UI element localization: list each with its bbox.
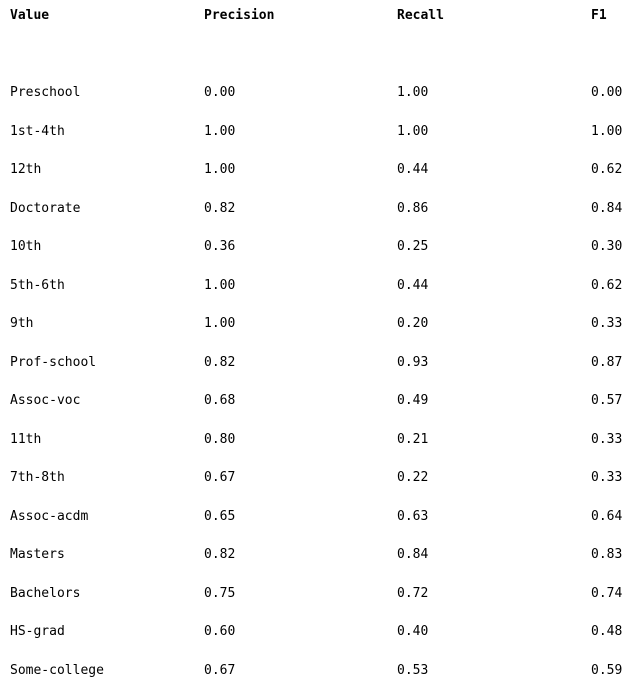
cell-f1: 0.84 xyxy=(591,201,623,216)
cell-precision: 1.00 xyxy=(204,162,236,177)
cell-value: 9th xyxy=(10,316,34,331)
cell-value: Preschool xyxy=(10,85,81,100)
table-row: 10th 0.36 0.25 0.30 xyxy=(0,237,634,257)
cell-recall: 0.44 xyxy=(397,278,429,293)
cell-f1: 0.33 xyxy=(591,470,623,485)
cell-f1: 0.48 xyxy=(591,624,623,639)
cell-precision: 0.00 xyxy=(204,85,236,100)
cell-value: Assoc-acdm xyxy=(10,509,89,524)
cell-recall: 0.93 xyxy=(397,355,429,370)
column-header-value: Value xyxy=(10,8,50,23)
cell-recall: 0.53 xyxy=(397,663,429,678)
cell-f1: 0.83 xyxy=(591,547,623,562)
cell-f1: 0.87 xyxy=(591,355,623,370)
cell-value: 12th xyxy=(10,162,42,177)
cell-recall: 0.84 xyxy=(397,547,429,562)
table-row: 9th 1.00 0.20 0.33 xyxy=(0,314,634,334)
cell-f1: 0.57 xyxy=(591,393,623,408)
cell-f1: 0.62 xyxy=(591,162,623,177)
cell-f1: 0.59 xyxy=(591,663,623,678)
cell-precision: 0.82 xyxy=(204,355,236,370)
cell-recall: 1.00 xyxy=(397,85,429,100)
cell-value: Bachelors xyxy=(10,586,81,601)
cell-recall: 0.72 xyxy=(397,586,429,601)
cell-recall: 0.20 xyxy=(397,316,429,331)
cell-precision: 1.00 xyxy=(204,124,236,139)
cell-f1: 0.74 xyxy=(591,586,623,601)
table-row: Assoc-voc 0.68 0.49 0.57 xyxy=(0,391,634,411)
table-row: 12th 1.00 0.44 0.62 xyxy=(0,160,634,180)
table-row: Preschool 0.00 1.00 0.00 xyxy=(0,83,634,103)
cell-value: Assoc-voc xyxy=(10,393,81,408)
cell-value: 10th xyxy=(10,239,42,254)
cell-f1: 0.30 xyxy=(591,239,623,254)
cell-recall: 0.86 xyxy=(397,201,429,216)
table-row: Some-college 0.67 0.53 0.59 xyxy=(0,661,634,681)
table-row: HS-grad 0.60 0.40 0.48 xyxy=(0,622,634,642)
cell-recall: 0.63 xyxy=(397,509,429,524)
table-row: Masters 0.82 0.84 0.83 xyxy=(0,545,634,565)
cell-f1: 0.33 xyxy=(591,316,623,331)
cell-value: HS-grad xyxy=(10,624,65,639)
cell-recall: 0.25 xyxy=(397,239,429,254)
cell-f1: 0.00 xyxy=(591,85,623,100)
table-row: Doctorate 0.82 0.86 0.84 xyxy=(0,199,634,219)
cell-precision: 0.80 xyxy=(204,432,236,447)
cell-f1: 1.00 xyxy=(591,124,623,139)
cell-precision: 0.67 xyxy=(204,663,236,678)
cell-precision: 0.67 xyxy=(204,470,236,485)
cell-f1: 0.62 xyxy=(591,278,623,293)
cell-value: 7th-8th xyxy=(10,470,65,485)
cell-recall: 0.22 xyxy=(397,470,429,485)
cell-precision: 0.75 xyxy=(204,586,236,601)
cell-precision: 1.00 xyxy=(204,316,236,331)
cell-value: Prof-school xyxy=(10,355,97,370)
cell-value: 5th-6th xyxy=(10,278,65,293)
cell-recall: 0.21 xyxy=(397,432,429,447)
cell-f1: 0.64 xyxy=(591,509,623,524)
column-header-f1: F1 xyxy=(591,8,607,23)
cell-recall: 0.44 xyxy=(397,162,429,177)
cell-f1: 0.33 xyxy=(591,432,623,447)
cell-precision: 0.68 xyxy=(204,393,236,408)
cell-value: Masters xyxy=(10,547,65,562)
table-header-row: Value Precision Recall F1 xyxy=(0,6,634,26)
cell-recall: 0.49 xyxy=(397,393,429,408)
cell-precision: 0.82 xyxy=(204,547,236,562)
cell-value: 11th xyxy=(10,432,42,447)
cell-value: Doctorate xyxy=(10,201,81,216)
cell-precision: 0.36 xyxy=(204,239,236,254)
table-row: 7th-8th 0.67 0.22 0.33 xyxy=(0,468,634,488)
column-header-precision: Precision xyxy=(204,8,275,23)
table-row: 11th 0.80 0.21 0.33 xyxy=(0,430,634,450)
table-row: Assoc-acdm 0.65 0.63 0.64 xyxy=(0,507,634,527)
cell-precision: 0.82 xyxy=(204,201,236,216)
cell-value: 1st-4th xyxy=(10,124,65,139)
cell-recall: 0.40 xyxy=(397,624,429,639)
table-row: Bachelors 0.75 0.72 0.74 xyxy=(0,584,634,604)
cell-recall: 1.00 xyxy=(397,124,429,139)
table-row: 1st-4th 1.00 1.00 1.00 xyxy=(0,122,634,142)
table-row: 5th-6th 1.00 0.44 0.62 xyxy=(0,276,634,296)
cell-value: Some-college xyxy=(10,663,104,678)
cell-precision: 0.65 xyxy=(204,509,236,524)
cell-precision: 0.60 xyxy=(204,624,236,639)
table-row: Prof-school 0.82 0.93 0.87 xyxy=(0,353,634,373)
cell-precision: 1.00 xyxy=(204,278,236,293)
column-header-recall: Recall xyxy=(397,8,444,23)
